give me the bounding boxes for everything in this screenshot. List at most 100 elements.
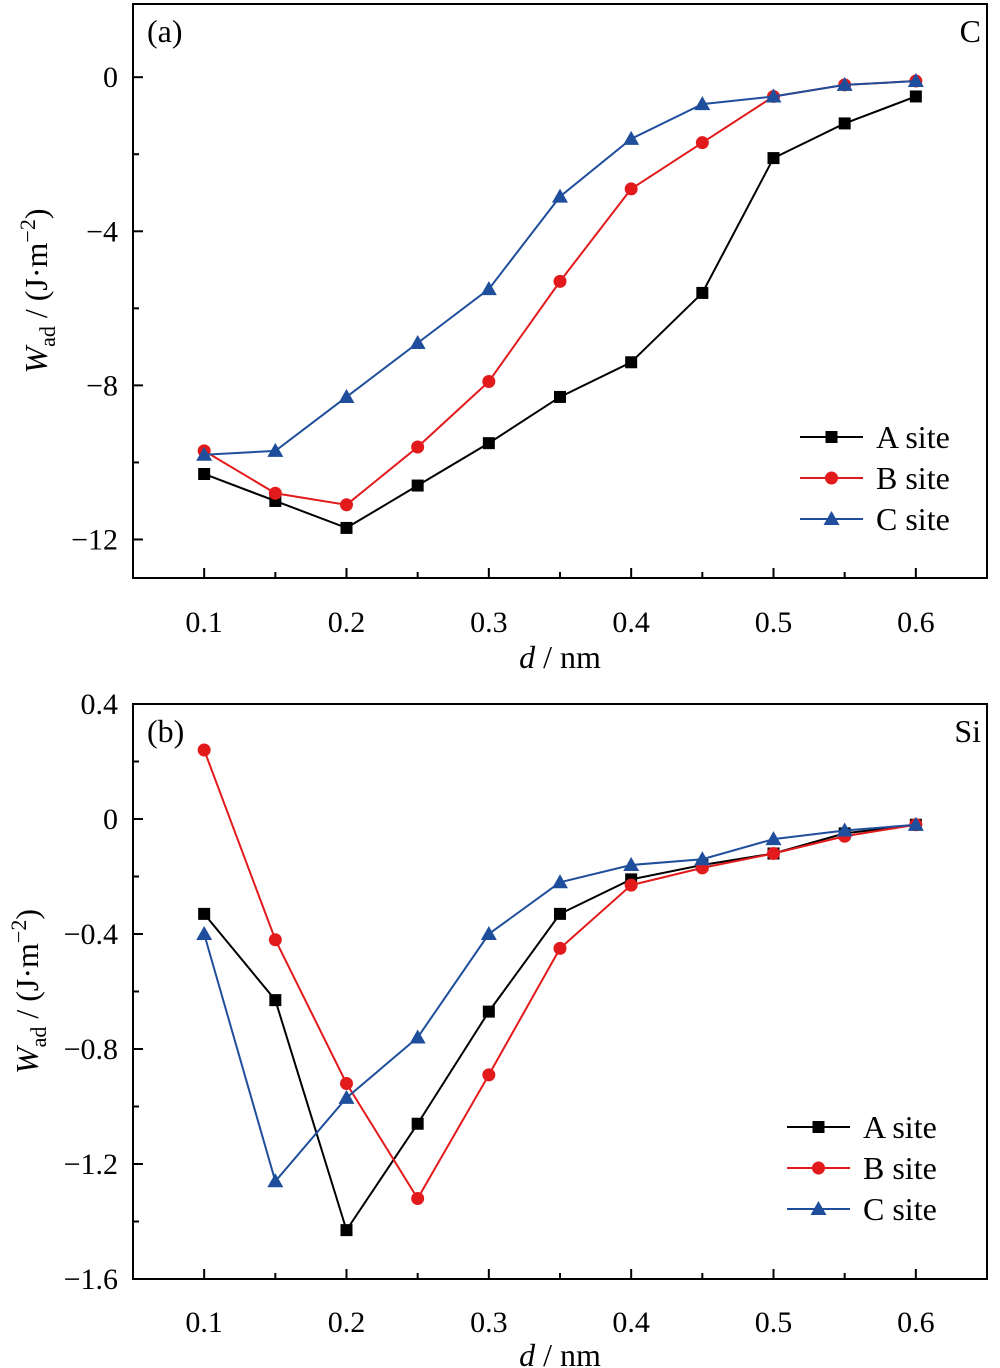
series-c-site	[196, 73, 924, 461]
data-point-b-site	[268, 933, 282, 947]
data-point-a-site	[411, 479, 424, 492]
series-a-site	[198, 90, 922, 534]
legend-label-c-site: C site	[876, 501, 950, 537]
legend-label-a-site: A site	[863, 1109, 937, 1145]
y-tick-label: 0	[103, 803, 118, 836]
data-point-b-site	[268, 486, 282, 500]
legend-marker-a-site	[812, 1121, 825, 1133]
data-point-c-site	[196, 926, 213, 940]
data-point-c-site	[409, 335, 426, 350]
data-point-b-site	[553, 274, 567, 288]
x-axis-title: d / nm	[519, 1337, 601, 1368]
data-point-c-site	[765, 831, 782, 846]
data-point-c-site	[694, 96, 711, 111]
y-tick-label: −1.2	[64, 1148, 118, 1181]
data-point-a-site	[198, 467, 211, 480]
x-tick-label: 0.4	[612, 606, 650, 639]
legend-marker-a-site	[825, 431, 838, 443]
legend-marker-c-site	[823, 511, 840, 525]
series-line-a-site	[203, 95, 917, 530]
data-point-c-site	[552, 874, 568, 889]
data-point-c-site	[836, 76, 853, 91]
data-point-b-site	[411, 1192, 425, 1205]
y-tick-label: 0.4	[81, 688, 119, 721]
data-point-c-site	[623, 857, 640, 871]
data-point-c-site	[196, 446, 213, 461]
legend: A site B site C site	[800, 419, 950, 537]
x-axis-title: d / nm	[519, 639, 601, 675]
data-point-b-site	[767, 847, 780, 860]
y-tick-label: −8	[86, 369, 118, 402]
plot-frame	[132, 703, 988, 1280]
data-point-c-site	[623, 130, 640, 145]
legend-label-c-site: C site	[863, 1191, 937, 1227]
plot-frame	[132, 3, 988, 579]
data-point-a-site	[411, 1117, 424, 1130]
x-tick-label: 0.2	[328, 606, 366, 639]
element-label: C	[960, 13, 981, 49]
y-tick-label: −0.8	[64, 1033, 118, 1066]
y-axis-title: Wad / (J·m−2)	[6, 909, 51, 1074]
data-point-c-site	[480, 281, 497, 296]
data-point-b-site	[197, 743, 211, 757]
series-line-b-site	[203, 749, 916, 1201]
y-tick-label: −12	[71, 523, 118, 556]
element-label: Si	[954, 713, 981, 749]
series-line-b-site	[203, 80, 916, 506]
data-point-b-site	[624, 182, 638, 196]
data-point-c-site	[267, 442, 284, 457]
legend: A site B site C site	[787, 1109, 937, 1227]
y-tick-label: −1.6	[64, 1263, 118, 1296]
x-tick-label: 0.5	[755, 1306, 793, 1339]
data-point-c-site	[552, 188, 568, 203]
data-point-c-site	[338, 1089, 355, 1104]
data-point-a-site	[696, 286, 709, 299]
panel-label: (b)	[147, 713, 184, 749]
data-point-c-site	[267, 1173, 284, 1188]
x-tick-label: 0.3	[470, 606, 508, 639]
data-point-b-site	[695, 136, 709, 150]
legend-label-b-site: B site	[876, 460, 950, 496]
data-point-a-site	[767, 152, 780, 165]
data-point-c-site	[338, 388, 355, 403]
series-b-site	[197, 74, 923, 512]
chart-panel-a: 0.1 0.2 0.3 0.4 0.5 0.6 0 −4 −8 −12 d / nm Wad / (J…	[15, 3, 988, 675]
data-point-b-site	[553, 941, 567, 955]
legend-label-b-site: B site	[863, 1150, 937, 1186]
data-point-a-site	[625, 356, 638, 369]
series-c-site	[196, 816, 924, 1188]
y-axis-title: Wad / (J·m−2)	[15, 208, 60, 373]
y-tick-label: −0.4	[64, 918, 118, 951]
data-point-a-site	[198, 907, 211, 920]
x-tick-label: 0.3	[470, 1306, 508, 1339]
x-tick-label: 0.1	[185, 1306, 223, 1339]
data-point-b-site	[482, 1068, 496, 1082]
data-point-a-site	[269, 994, 282, 1007]
x-tick-label: 0.1	[185, 606, 223, 639]
data-point-c-site	[907, 816, 924, 831]
y-tick-label: 0	[103, 61, 118, 94]
series-b-site	[197, 743, 923, 1205]
data-point-a-site	[554, 390, 566, 403]
data-point-a-site	[482, 1005, 495, 1018]
x-tick-label: 0.5	[755, 606, 793, 639]
data-point-a-site	[909, 90, 922, 103]
x-tick-label: 0.2	[328, 1306, 366, 1339]
legend-label-a-site: A site	[876, 419, 950, 455]
x-tick-label: 0.6	[897, 606, 935, 639]
data-point-c-site	[836, 822, 853, 837]
legend-marker-b-site	[812, 1161, 825, 1175]
data-point-b-site	[340, 1077, 353, 1090]
y-tick-label: −4	[86, 215, 118, 248]
data-point-a-site	[482, 437, 495, 450]
data-point-a-site	[340, 1224, 353, 1237]
data-point-a-site	[340, 521, 353, 534]
data-point-a-site	[554, 907, 566, 920]
data-point-b-site	[624, 878, 638, 892]
data-point-c-site	[907, 73, 924, 88]
data-point-a-site	[838, 117, 851, 130]
data-point-b-site	[411, 440, 425, 454]
legend-marker-c-site	[810, 1201, 827, 1215]
data-point-c-site	[480, 926, 497, 940]
